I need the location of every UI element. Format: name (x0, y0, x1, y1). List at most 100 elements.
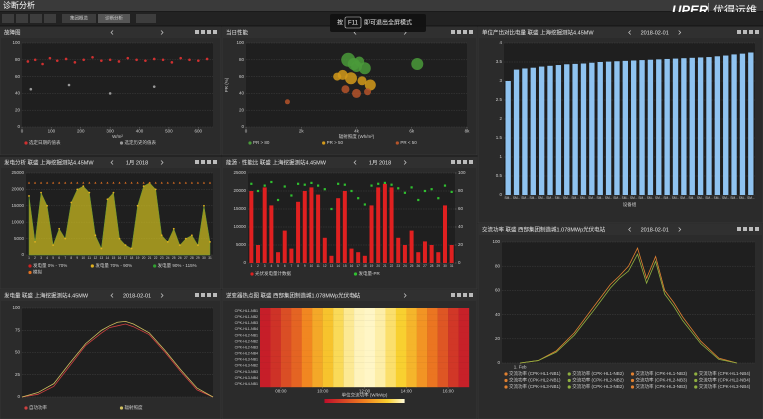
bar (656, 59, 662, 196)
row-label: CPK-HL3-NB4 (235, 376, 258, 380)
nav-button[interactable] (62, 14, 96, 23)
prev-arrow (353, 293, 357, 298)
panel-icon[interactable] (743, 30, 747, 34)
settings-button[interactable] (136, 14, 156, 23)
x-tick-label: 2 (257, 264, 259, 268)
heat-cell (270, 362, 282, 369)
panel-icon[interactable] (469, 160, 473, 164)
area-marker (190, 234, 193, 237)
panel-icon[interactable] (463, 160, 467, 164)
heat-cell (343, 344, 355, 351)
panel-icon[interactable] (201, 293, 205, 297)
x-tick-label: 26 (178, 256, 182, 260)
heat-cell (260, 356, 271, 363)
row-label: CPK-HL3-NB3 (235, 370, 258, 374)
heat-cell (395, 368, 407, 376)
panel-icon[interactable] (469, 30, 473, 34)
panel-icon[interactable] (195, 293, 199, 297)
prev-arrow (110, 293, 114, 298)
panel-icon[interactable] (213, 160, 217, 164)
x-tick-label: SM... (513, 196, 521, 200)
nav-button-active[interactable] (98, 14, 130, 23)
bar (409, 230, 414, 263)
area-marker (52, 244, 55, 247)
bar (681, 58, 687, 196)
area-marker (184, 237, 187, 240)
panel-icon[interactable] (749, 227, 753, 231)
panel-icon[interactable] (195, 30, 199, 34)
panel-icon[interactable] (463, 293, 467, 297)
panel-icon[interactable] (469, 293, 473, 297)
panel-icon[interactable] (201, 30, 205, 34)
x-tick-label: 22 (390, 264, 394, 268)
heat-cell (312, 344, 323, 351)
area-marker (70, 201, 73, 204)
panel-icon[interactable] (207, 293, 211, 297)
area-marker (76, 188, 79, 191)
heat-cell (312, 374, 323, 382)
panel-icon[interactable] (737, 30, 741, 34)
panel-icon[interactable] (755, 227, 759, 231)
x-tick-label: 0 (21, 129, 24, 134)
colorbar (402, 399, 405, 403)
panel-icon[interactable] (457, 160, 461, 164)
plot-area (246, 43, 467, 127)
panel-icon[interactable] (451, 293, 455, 297)
panel-icon[interactable] (213, 30, 217, 34)
colorbar (334, 399, 337, 403)
panel-icon[interactable] (755, 30, 759, 34)
colorbar (362, 399, 365, 403)
panel-icon[interactable] (463, 30, 467, 34)
panel-icon[interactable] (457, 30, 461, 34)
heat-cell (270, 332, 282, 339)
plot-area (502, 242, 755, 363)
heat-cell (364, 368, 376, 376)
heat-cell (364, 338, 376, 345)
heat-cell (395, 326, 407, 333)
bar (416, 252, 421, 263)
panel-icon[interactable] (451, 160, 455, 164)
heat-cell (416, 356, 428, 363)
x-tick-label: 10 (82, 256, 86, 260)
x-tick-label: SM... (697, 196, 705, 200)
legend-swatch (119, 406, 124, 410)
home-button[interactable] (2, 14, 14, 23)
legend-swatch (504, 385, 508, 389)
heat-cell (374, 356, 386, 363)
nav-button-label: 诊断分析 (105, 15, 123, 22)
panel-date: 2018-02-01 (123, 293, 151, 299)
y-tick-label: 5000 (236, 242, 247, 247)
tool-button[interactable] (44, 14, 56, 23)
x-tick-label: 20 (142, 256, 146, 260)
bar (402, 245, 407, 263)
y-tick-label: 20 (15, 107, 21, 112)
tool-button[interactable] (30, 14, 42, 23)
panel-icon[interactable] (195, 160, 199, 164)
panel-icon[interactable] (213, 293, 217, 297)
panel-icon[interactable] (737, 227, 741, 231)
panel-icon[interactable] (451, 30, 455, 34)
data-point (82, 58, 86, 62)
bubble (364, 79, 376, 91)
panel-icon[interactable] (201, 160, 205, 164)
heat-cell (322, 320, 334, 327)
x-tick-label: SM... (680, 196, 688, 200)
x-tick-label: 100 (48, 129, 56, 134)
panel-icon[interactable] (749, 30, 753, 34)
tool-button[interactable] (16, 14, 28, 23)
pr-point (337, 182, 340, 185)
legend-label: 交流功率 (CPK-HL1-NB2) (572, 370, 624, 377)
heat-cell (458, 308, 470, 315)
x-tick-label: SM... (596, 196, 604, 200)
x-tick-label: 11 (316, 264, 320, 268)
pr-point (310, 181, 313, 184)
pr-point (390, 183, 393, 186)
panel-icon[interactable] (743, 227, 747, 231)
x-tick-label: SM... (730, 196, 738, 200)
panel-icon[interactable] (207, 160, 211, 164)
heat-cell (395, 356, 407, 363)
panel-icon[interactable] (457, 293, 461, 297)
heat-cell (322, 314, 334, 321)
line (21, 320, 214, 398)
panel-icon[interactable] (207, 30, 211, 34)
